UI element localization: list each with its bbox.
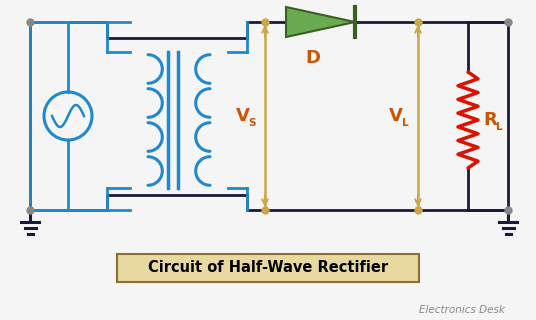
Text: V: V [236,107,250,125]
Text: Electronics Desk: Electronics Desk [419,305,505,315]
Text: V: V [389,107,403,125]
Text: D: D [305,49,320,67]
Text: R: R [483,111,497,129]
Text: L: L [401,118,408,128]
Text: Circuit of Half-Wave Rectifier: Circuit of Half-Wave Rectifier [148,260,388,276]
Text: S: S [248,118,256,128]
Text: L: L [496,122,502,132]
Polygon shape [286,7,355,37]
FancyBboxPatch shape [117,254,419,282]
